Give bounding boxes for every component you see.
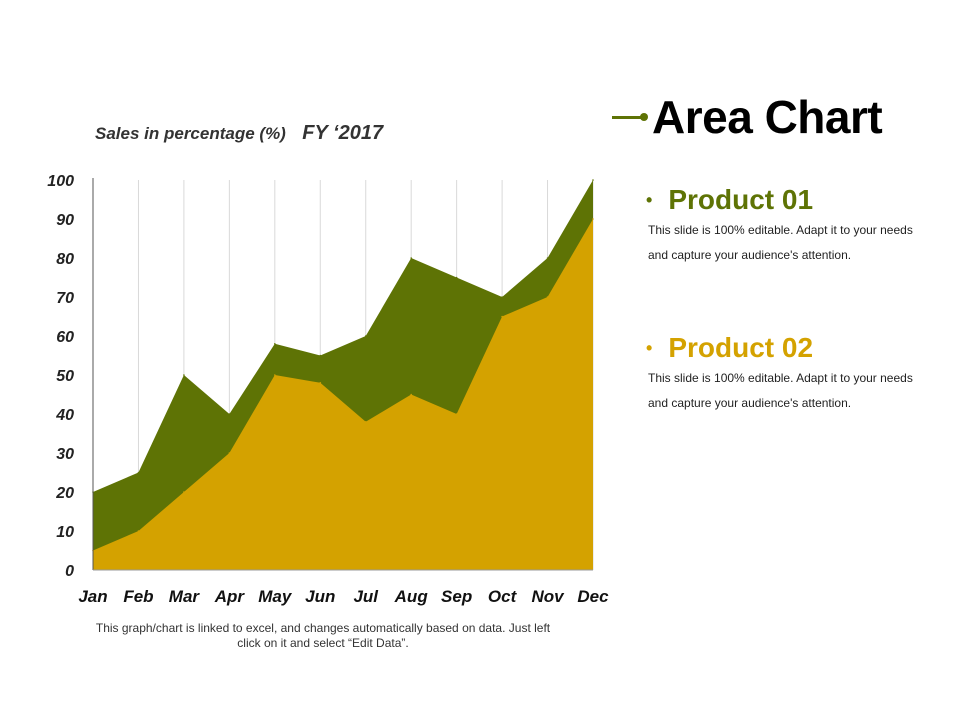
data-point	[137, 530, 140, 532]
x-tick-label: Apr	[214, 587, 246, 606]
y-tick-label: 0	[65, 563, 74, 580]
x-tick-label: Nov	[531, 587, 565, 606]
data-point	[410, 257, 412, 259]
y-tick-label: 70	[56, 290, 74, 307]
x-tick-label: Dec	[577, 587, 609, 606]
data-point	[274, 343, 276, 345]
data-point	[274, 374, 276, 376]
data-point	[228, 452, 231, 454]
product-01-heading: • Product 01	[646, 184, 928, 216]
data-point	[546, 257, 549, 259]
series-area-2[interactable]	[93, 219, 593, 570]
y-tick-label: 60	[56, 329, 74, 346]
data-point	[364, 335, 367, 337]
y-tick-label: 90	[56, 212, 74, 229]
data-point	[137, 471, 140, 474]
x-tick-label: Jun	[305, 587, 335, 606]
x-tick-label: Oct	[488, 587, 518, 606]
data-point	[319, 382, 322, 384]
bullet-icon: •	[646, 189, 653, 210]
product-02-heading: • Product 02	[646, 332, 928, 364]
x-tick-label: Jul	[353, 587, 379, 606]
chart-footnote: This graph/chart is linked to excel, and…	[95, 621, 551, 650]
data-point	[183, 491, 185, 493]
data-point	[228, 413, 231, 415]
chart-subtitle: Sales in percentage (%)	[95, 124, 286, 143]
product-01-description: This slide is 100% editable. Adapt it to…	[648, 223, 913, 262]
x-tick-label: May	[258, 587, 293, 606]
y-tick-label: 80	[56, 251, 74, 268]
x-tick-label: Mar	[169, 587, 201, 606]
y-tick-label: 20	[55, 485, 74, 502]
data-point	[592, 179, 594, 181]
data-point	[364, 421, 367, 423]
data-point	[592, 218, 594, 220]
data-point	[501, 296, 503, 298]
product-02-description: This slide is 100% editable. Adapt it to…	[648, 371, 913, 410]
title-accent-line	[612, 115, 642, 119]
data-point	[455, 276, 458, 279]
title-accent-dot	[640, 113, 648, 121]
chart-heading: Sales in percentage (%) FY ‘2017	[95, 122, 383, 145]
data-point	[546, 296, 549, 298]
title-row: Area Chart	[612, 90, 883, 144]
bullet-icon: •	[646, 337, 653, 358]
y-tick-label: 50	[56, 368, 74, 385]
chart-year: FY ‘2017	[302, 122, 384, 144]
x-tick-label: Sep	[441, 587, 472, 606]
page-title: Area Chart	[652, 91, 883, 143]
data-point	[183, 374, 185, 376]
y-tick-label: 10	[56, 524, 74, 541]
data-point	[319, 354, 322, 357]
x-tick-label: Aug	[394, 587, 429, 606]
y-tick-label: 100	[47, 173, 74, 190]
data-point	[410, 393, 412, 396]
product-01-block: • Product 01 This slide is 100% editable…	[646, 184, 928, 268]
data-point	[455, 413, 458, 415]
x-tick-label: Jan	[78, 587, 107, 606]
x-tick-label: Feb	[123, 587, 153, 606]
product-02-name: Product 02	[668, 332, 814, 363]
y-tick-label: 30	[56, 446, 74, 463]
data-point	[501, 315, 503, 318]
y-tick-label: 40	[55, 407, 74, 424]
product-02-block: • Product 02 This slide is 100% editable…	[646, 332, 928, 416]
product-01-name: Product 01	[668, 184, 814, 215]
